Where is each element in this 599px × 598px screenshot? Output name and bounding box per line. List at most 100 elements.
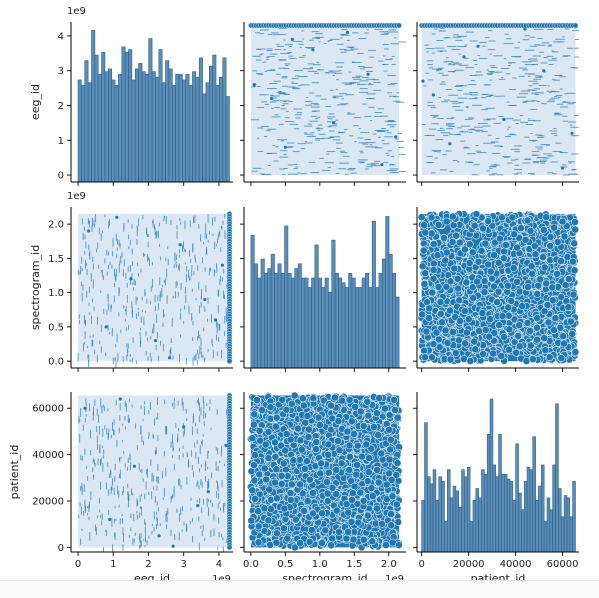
scatter-point <box>453 232 460 239</box>
scatter-point <box>291 392 298 399</box>
scatter-point <box>386 470 393 477</box>
scatter-point <box>288 400 295 407</box>
scatter-point <box>345 528 352 535</box>
scatter-point <box>554 238 561 245</box>
scatter-point <box>325 451 332 458</box>
scatter-point <box>499 313 506 320</box>
hist-bar <box>362 278 365 368</box>
scatter-point <box>297 539 304 546</box>
hist-bar <box>308 288 311 369</box>
scatter-point <box>364 398 371 405</box>
hist-bar <box>396 297 399 368</box>
scatter-point <box>338 460 345 467</box>
scatter-point <box>355 519 362 526</box>
scatter-point <box>301 465 308 472</box>
scatter-point <box>547 233 554 240</box>
scatter-point <box>501 248 508 255</box>
scatter-point <box>266 486 273 493</box>
scatter-point <box>265 428 272 435</box>
hist-bar <box>335 273 338 368</box>
scatter-point <box>542 69 545 72</box>
scatter-point <box>322 527 329 534</box>
scatter-point <box>300 507 307 514</box>
scatter-point <box>196 504 199 507</box>
scatter-point <box>265 455 272 462</box>
scatter-point <box>515 332 522 339</box>
scatter-point <box>433 329 440 336</box>
scatter-point <box>447 356 454 363</box>
scatter-point <box>305 434 312 441</box>
hist-bar <box>206 83 209 182</box>
scatter-point <box>119 397 122 400</box>
scatter-point <box>502 242 509 249</box>
scatter-point <box>296 456 303 463</box>
scatter-point <box>251 451 258 458</box>
scatter-point <box>395 542 402 549</box>
hist-bar <box>213 55 216 182</box>
scatter-point <box>490 350 497 357</box>
scatter-point <box>353 471 360 478</box>
scatter-point <box>331 394 338 401</box>
scatter-point <box>472 346 479 353</box>
hist-bar <box>382 259 385 368</box>
hist-bar <box>142 72 145 182</box>
hist-bar <box>135 69 138 182</box>
scatter-point <box>529 356 536 363</box>
hist-bar <box>436 500 439 552</box>
scatter-point <box>311 48 314 51</box>
scatter-point <box>250 462 257 469</box>
plot-area <box>247 392 402 551</box>
scatter-point <box>281 505 288 512</box>
hist-bar <box>189 85 192 182</box>
scatter-point <box>373 466 380 473</box>
scatter-point <box>449 213 456 220</box>
hist-bar <box>152 72 155 182</box>
scatter-point <box>346 442 353 449</box>
x-tick-label: 0 <box>75 559 81 570</box>
scatter-point <box>376 394 383 401</box>
hist-bar <box>125 52 128 182</box>
hist-bar <box>166 61 169 182</box>
scatter-point <box>449 328 456 335</box>
scatter-point <box>506 326 513 333</box>
scatter-point <box>248 517 255 524</box>
scatter-point <box>461 308 468 315</box>
hist-bar <box>81 85 84 182</box>
scatter-point <box>288 481 295 488</box>
x-tick-label: 2 <box>145 559 151 570</box>
hist-bar <box>439 477 442 552</box>
scatter-point <box>203 298 206 301</box>
scatter-fill <box>78 395 229 547</box>
hist-bar <box>139 63 142 182</box>
scatter-point <box>531 243 538 250</box>
scatter-point <box>532 251 539 258</box>
scatter-point <box>354 461 361 468</box>
scatter-point <box>388 522 395 529</box>
scatter-point <box>567 318 574 325</box>
hist-bar <box>473 500 476 552</box>
scatter-point <box>84 407 87 410</box>
scatter-point <box>426 305 433 312</box>
scatter-point <box>262 441 269 448</box>
scatter-point <box>561 167 564 170</box>
scatter-point <box>479 225 486 232</box>
scatter-point <box>360 422 367 429</box>
scatter-point <box>570 291 577 298</box>
plot-area <box>78 30 229 182</box>
scatter-point <box>523 27 526 30</box>
scatter-point <box>539 254 546 261</box>
scatter-point <box>446 307 453 314</box>
scatter-point <box>369 493 376 500</box>
scatter-point <box>302 419 309 426</box>
scatter-point <box>256 427 263 434</box>
scatter-point <box>462 340 469 347</box>
scatter-point <box>487 316 494 323</box>
scatter-point <box>265 517 272 524</box>
scatter-point <box>297 437 304 444</box>
scatter-point <box>133 465 136 468</box>
scatter-point <box>221 264 224 267</box>
scatter-point <box>560 333 567 340</box>
scatter-point <box>552 315 559 322</box>
scatter-point <box>261 505 268 512</box>
